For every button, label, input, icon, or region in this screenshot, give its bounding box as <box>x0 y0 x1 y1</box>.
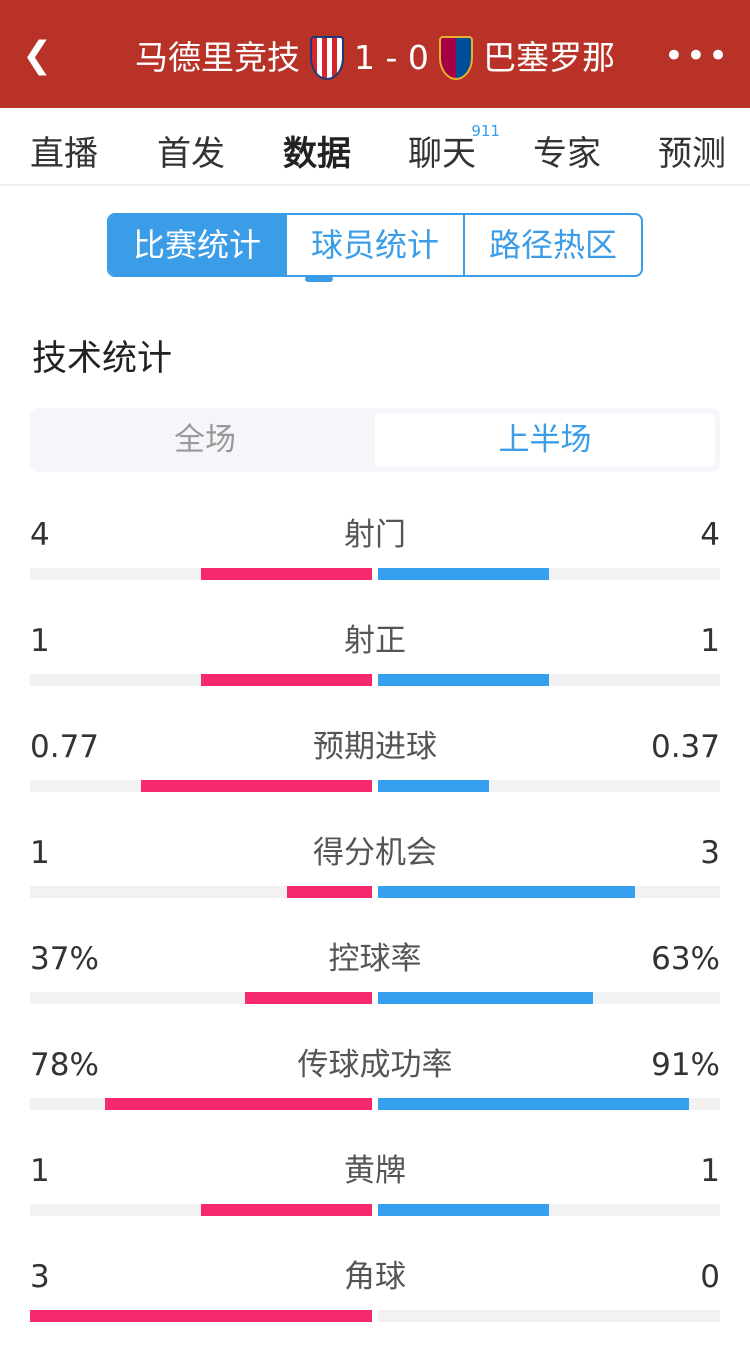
more-icon[interactable]: ••• <box>663 36 730 76</box>
period-first-half[interactable]: 上半场 <box>375 413 715 467</box>
tab-chat[interactable]: 聊天 911 <box>408 122 500 174</box>
stat-row: 4 射门 4 <box>0 513 750 619</box>
barcelona-crest-icon <box>438 36 473 80</box>
home-value: 78% <box>30 1047 99 1083</box>
home-bar-track <box>30 568 372 580</box>
home-bar <box>201 1204 372 1216</box>
section-title: 技术统计 <box>32 339 173 379</box>
home-value: 0.77 <box>30 729 100 765</box>
home-bar-track <box>30 1204 372 1216</box>
home-value: 1 <box>30 1153 50 1189</box>
away-value: 4 <box>700 517 720 553</box>
score: 1 - 0 <box>354 38 429 77</box>
stat-row: 0.77 预期进球 0.37 <box>0 725 750 831</box>
stat-label: 得分机会 <box>313 835 437 871</box>
period-full[interactable]: 全场 <box>174 422 236 458</box>
home-bar <box>245 992 372 1004</box>
tab-data[interactable]: 数据 <box>283 134 351 174</box>
away-bar <box>378 780 490 792</box>
away-value: 3 <box>700 835 720 871</box>
away-bar <box>378 886 635 898</box>
home-bar-track <box>30 1098 372 1110</box>
home-value: 37% <box>30 941 99 977</box>
away-bar <box>378 1204 549 1216</box>
stat-label: 黄牌 <box>344 1153 406 1189</box>
away-bar <box>378 992 594 1004</box>
away-bar-track <box>378 568 720 580</box>
away-bar-track <box>378 992 720 1004</box>
home-team-name: 马德里竞技 <box>135 38 301 77</box>
home-bar-track <box>30 674 372 686</box>
stat-label: 角球 <box>344 1259 406 1295</box>
home-bar <box>201 568 372 580</box>
home-bar <box>105 1098 372 1110</box>
away-bar <box>378 674 549 686</box>
away-bar <box>378 1098 690 1110</box>
subtab-heatmap[interactable]: 路径热区 <box>463 215 641 275</box>
active-tab-indicator <box>305 276 333 282</box>
home-bar-track <box>30 886 372 898</box>
away-bar-track <box>378 1310 720 1322</box>
away-bar-track <box>378 1098 720 1110</box>
home-bar-track <box>30 1310 372 1322</box>
home-bar-track <box>30 780 372 792</box>
stat-label: 传球成功率 <box>297 1047 453 1083</box>
tab-live[interactable]: 直播 <box>30 134 98 174</box>
away-bar-track <box>378 886 720 898</box>
home-value: 1 <box>30 835 50 871</box>
subtab-match-stats[interactable]: 比赛统计 <box>109 215 285 275</box>
away-value: 0 <box>700 1259 720 1295</box>
match-title: 马德里竞技 1 - 0 巴塞罗那 <box>0 34 750 82</box>
home-bar-track <box>30 992 372 1004</box>
chat-badge: 911 <box>471 122 500 140</box>
stat-label: 射正 <box>344 623 406 659</box>
away-bar-track <box>378 780 720 792</box>
tab-prediction[interactable]: 预测 <box>658 134 726 174</box>
tab-expert[interactable]: 专家 <box>533 134 601 174</box>
away-value: 91% <box>651 1047 720 1083</box>
home-value: 4 <box>30 517 50 553</box>
stat-row: 1 得分机会 3 <box>0 831 750 937</box>
stat-label: 预期进球 <box>313 729 437 765</box>
away-bar-track <box>378 674 720 686</box>
tab-lineup[interactable]: 首发 <box>157 134 225 174</box>
away-value: 1 <box>700 1153 720 1189</box>
away-bar-track <box>378 1204 720 1216</box>
match-header: ❮ 马德里竞技 1 - 0 巴塞罗那 ••• <box>0 0 750 108</box>
stat-row: 37% 控球率 63% <box>0 937 750 1043</box>
stat-row: 1 射正 1 <box>0 619 750 725</box>
atletico-crest-icon <box>310 36 345 80</box>
home-value: 1 <box>30 623 50 659</box>
back-button[interactable]: ❮ <box>22 35 53 76</box>
main-tabs: 直播 首发 数据 聊天 911 专家 预测 <box>0 108 750 282</box>
stat-row: 1 黄牌 1 <box>0 1149 750 1255</box>
home-bar <box>30 1310 372 1322</box>
stat-label: 控球率 <box>328 941 422 977</box>
away-value: 63% <box>651 941 720 977</box>
home-bar <box>141 780 372 792</box>
stats-type-switch: 比赛统计 球员统计 路径热区 <box>107 213 643 277</box>
period-switch: 全场 上半场 <box>30 408 720 472</box>
away-value: 0.37 <box>650 729 720 765</box>
away-team-name: 巴塞罗那 <box>482 38 615 77</box>
subtab-player-stats[interactable]: 球员统计 <box>285 215 463 275</box>
home-bar <box>201 674 372 686</box>
home-value: 3 <box>30 1259 50 1295</box>
stat-row: 78% 传球成功率 91% <box>0 1043 750 1149</box>
away-value: 1 <box>700 623 720 659</box>
home-bar <box>286 886 372 898</box>
stat-label: 射门 <box>344 517 406 553</box>
stat-row: 3 角球 0 <box>0 1255 750 1361</box>
away-bar <box>378 568 549 580</box>
